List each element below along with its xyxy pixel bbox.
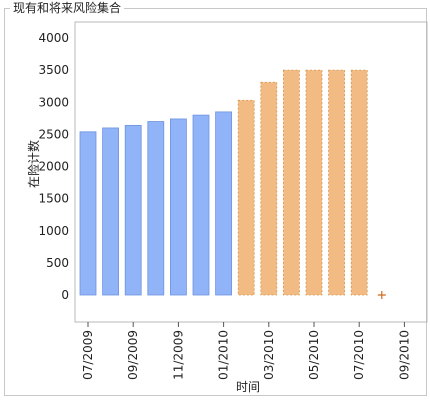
- plus-marker: [377, 291, 386, 299]
- y-tick-label: 4000: [38, 31, 69, 45]
- bars: [79, 69, 368, 296]
- y-axis: 0 500 1000 1500 2000 2500 3000 3500 4000: [38, 31, 69, 302]
- y-tick-label: 2000: [38, 160, 69, 174]
- plot-frame: [74, 21, 428, 323]
- y-tick-label: 0: [61, 288, 69, 302]
- actual-bar: [169, 118, 187, 296]
- y-tick-label: 1000: [38, 224, 69, 238]
- forecast-bar: [305, 69, 323, 296]
- y-tick-label: 1500: [38, 192, 69, 206]
- x-tick-label: 11/2009: [171, 330, 185, 380]
- group-title: 现有和将来风险集合: [10, 1, 125, 15]
- actual-bar: [215, 111, 233, 296]
- x-tick-label: 07/2009: [81, 330, 95, 380]
- x-axis: 07/2009 09/2009 11/2009 01/2010 03/2010 05/20…: [81, 322, 411, 380]
- forecast-bar: [260, 81, 278, 296]
- forecast-bar: [282, 69, 300, 296]
- y-tick-label: 3500: [38, 63, 69, 77]
- forecast-bar: [350, 69, 368, 296]
- x-tick-label: 07/2010: [352, 330, 366, 380]
- actual-bar: [147, 121, 165, 296]
- y-tick-label: 3000: [38, 95, 69, 109]
- actual-bar: [79, 131, 97, 296]
- x-tick-label: 01/2010: [217, 330, 231, 380]
- x-axis-title: 时间: [236, 380, 260, 394]
- forecast-bar: [328, 69, 346, 296]
- y-axis-title: 在险计数: [26, 140, 41, 188]
- actual-bar: [124, 124, 142, 296]
- x-tick-label: 09/2009: [126, 330, 140, 380]
- actual-bar: [192, 114, 210, 296]
- x-tick-label: 03/2010: [262, 330, 276, 380]
- marker-layer: [377, 291, 386, 299]
- y-tick-label: 2500: [38, 127, 69, 141]
- y-tick-label: 500: [46, 256, 69, 270]
- actual-bar: [102, 127, 119, 296]
- x-tick-label: 05/2010: [307, 330, 321, 380]
- forecast-bar: [237, 99, 255, 296]
- x-tick-label: 09/2010: [397, 330, 411, 380]
